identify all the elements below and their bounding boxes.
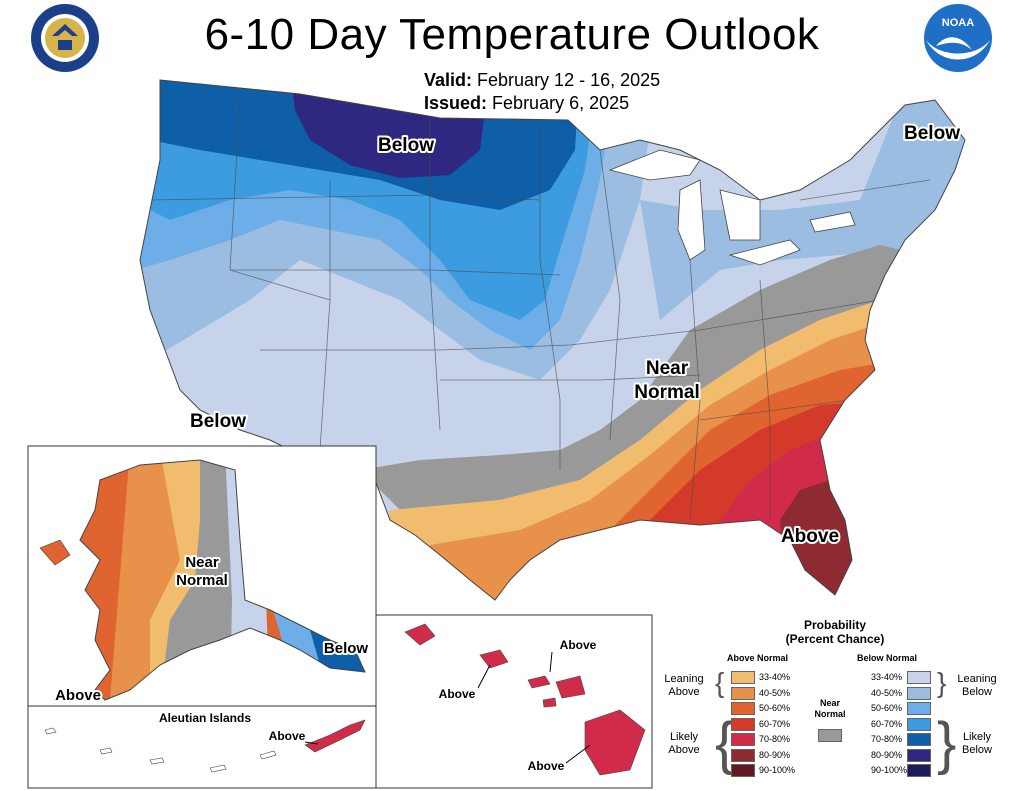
- likely-below-line1: Likely: [962, 731, 992, 743]
- legend-above-bin-swatch: [731, 764, 755, 777]
- ak-label-below: Below: [324, 640, 369, 657]
- legend-above-bin-label: 50-60%: [759, 703, 791, 713]
- legend-above-bin-swatch: [731, 671, 755, 684]
- likely-above-line2: Above: [668, 744, 700, 756]
- legend-above-bin-label: 60-70%: [759, 718, 791, 729]
- hawaii-islands: [404, 623, 646, 776]
- legend-below-bin-swatch: [907, 733, 931, 746]
- conus-map: [140, 80, 965, 600]
- near-normal-line1: Near: [819, 698, 840, 708]
- conus-outline: [139, 79, 966, 601]
- state-boundaries: [149, 99, 931, 521]
- noaa-logo-text: NOAA: [942, 17, 974, 29]
- aleutian-pointer: [304, 741, 319, 745]
- legend-below-bin-swatch: [907, 702, 931, 715]
- hi-pointer-2: [477, 664, 491, 689]
- leaning-below-line2: Below: [962, 686, 992, 698]
- legend-below-bin-label: 60-70%: [871, 718, 903, 729]
- valid-label: Valid:: [424, 70, 473, 90]
- brace-likely-above: {: [715, 711, 735, 776]
- legend: Probability (Percent Chance) Above Norma…: [655, 615, 1015, 787]
- aleutian-west-islands: [44, 727, 277, 773]
- label-near-normal-1: Near: [646, 358, 689, 379]
- valid-value: February 12 - 16, 2025: [477, 70, 661, 90]
- legend-likely-below: Likely Below: [947, 731, 1007, 757]
- legend-below-bin-swatch: [907, 686, 931, 700]
- label-southeast-above: Above: [781, 526, 839, 547]
- legend-below-bin-label: 40-50%: [871, 687, 903, 698]
- noaa-logo-icon: [924, 4, 992, 72]
- band-leaning-below-sw: [300, 300, 500, 470]
- hi-label-above-2: Above: [439, 687, 476, 701]
- issued-value: February 6, 2025: [492, 93, 630, 113]
- legend-below-bin-swatch: [907, 764, 931, 777]
- aleutian-title: Aleutian Islands: [159, 711, 251, 725]
- alaska-outline: [79, 459, 366, 701]
- legend-below-bin-swatch: [907, 717, 931, 731]
- hi-pointer-1: [549, 651, 553, 673]
- ak-label-above: Above: [55, 687, 101, 704]
- legend-leaning-above: Leaning Above: [655, 673, 713, 699]
- legend-above-bin-label: 90-100%: [759, 765, 796, 775]
- legend-likely-above: Likely Above: [655, 731, 713, 757]
- aleutian-islands-shape: [304, 719, 366, 753]
- ak-label-near-1: Near: [185, 554, 219, 571]
- ak-label-near-2: Normal: [176, 572, 228, 589]
- legend-above-bin-label: 33-40%: [759, 672, 791, 682]
- legend-below-bin-label: 80-90%: [871, 749, 903, 760]
- label-north-below: Below: [378, 135, 434, 156]
- legend-below-bin-swatch: [907, 671, 931, 684]
- likely-below-line2: Below: [962, 744, 992, 756]
- legend-above-bin-swatch: [731, 702, 755, 715]
- legend-below-bin-label: 50-60%: [871, 703, 903, 713]
- aleutian-label-above: Above: [269, 729, 306, 743]
- band-near-normal: [360, 245, 900, 510]
- leaning-below-line1: Leaning: [957, 673, 997, 685]
- legend-above-bin-swatch: [731, 733, 755, 746]
- legend-leaning-below: Leaning Below: [947, 673, 1007, 699]
- brace-leaning-above: {: [715, 667, 725, 698]
- legend-near-normal: Near Normal: [810, 698, 850, 720]
- band-northeast-40-50: [640, 100, 965, 320]
- legend-near-normal-swatch: [818, 729, 842, 742]
- leaning-above-line2: Above: [668, 686, 700, 698]
- near-normal-line2: Normal: [814, 709, 846, 719]
- issued-label: Issued:: [424, 93, 488, 113]
- brace-likely-below: }: [937, 711, 957, 776]
- legend-below-bin-label: 90-100%: [871, 765, 908, 775]
- legend-below-bin-swatch: [907, 748, 931, 762]
- label-northeast-below: Below: [904, 123, 960, 144]
- hi-label-above-1: Above: [560, 638, 597, 652]
- map-title: 6-10 Day Temperature Outlook: [204, 10, 820, 59]
- alaska-island: [39, 539, 71, 566]
- legend-above-bin-swatch: [731, 686, 755, 700]
- band-above-80-90: [780, 480, 870, 600]
- legend-above-bin-swatch: [731, 717, 755, 731]
- legend-below-head: Below Normal: [857, 653, 918, 663]
- leaning-above-line1: Leaning: [664, 673, 704, 685]
- legend-title-line2: (Percent Chance): [785, 632, 885, 646]
- legend-above-bin-label: 40-50%: [759, 687, 791, 698]
- great-lakes: [608, 149, 856, 266]
- label-southwest-below: Below: [190, 411, 246, 432]
- legend-below-bin-label: 33-40%: [871, 672, 903, 682]
- legend-title: Probability (Percent Chance): [755, 618, 915, 646]
- valid-dates: Valid: February 12 - 16, 2025: [424, 70, 660, 91]
- legend-above-bin-label: 70-80%: [759, 734, 791, 744]
- legend-above-bin-swatch: [731, 748, 755, 762]
- hi-pointer-3: [565, 744, 591, 764]
- likely-above-line1: Likely: [669, 731, 699, 743]
- dept-of-commerce-seal-icon: [31, 4, 99, 72]
- issued-date: Issued: February 6, 2025: [424, 93, 629, 114]
- brace-leaning-below: }: [937, 667, 947, 698]
- legend-below-bin-label: 70-80%: [871, 734, 903, 744]
- legend-above-head: Above Normal: [727, 653, 789, 663]
- hi-label-above-3: Above: [528, 759, 565, 773]
- label-near-normal-2: Normal: [634, 382, 699, 403]
- legend-above-bin-label: 80-90%: [759, 749, 791, 760]
- legend-title-line1: Probability: [803, 618, 866, 632]
